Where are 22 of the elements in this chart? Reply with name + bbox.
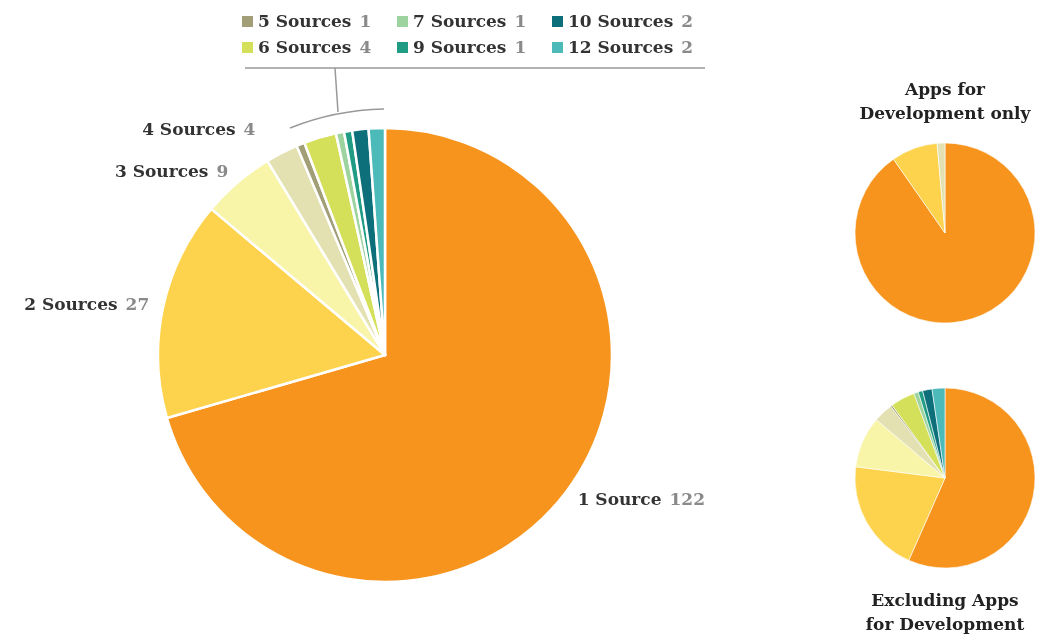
legend-label: 6 Sources bbox=[258, 37, 352, 57]
data-label: 4 bbox=[359, 37, 372, 57]
legend-label: 5 Sources bbox=[258, 11, 352, 31]
slice-label: 1 Source bbox=[577, 488, 662, 509]
slice-label: 2 Sources bbox=[24, 294, 118, 315]
slice-label: 4 Sources bbox=[142, 119, 236, 140]
data-label: 2 bbox=[681, 11, 694, 31]
data-label: 4 bbox=[243, 119, 256, 140]
legend-label: 10 Sources bbox=[568, 11, 674, 31]
data-label: 122 bbox=[669, 488, 705, 509]
data-label: 1 bbox=[514, 11, 527, 31]
data-label: 1 bbox=[359, 11, 372, 31]
data-label: 27 bbox=[125, 294, 150, 315]
legend-label: 7 Sources bbox=[413, 11, 507, 31]
legend-label: 9 Sources bbox=[413, 37, 507, 57]
data-label: 9 bbox=[216, 160, 229, 181]
data-label: 2 bbox=[681, 37, 694, 57]
data-label: 1 bbox=[514, 37, 527, 57]
chart-title: Apps for Development only bbox=[859, 79, 1032, 123]
text: Excluding Apps for Development bbox=[865, 590, 1025, 634]
slice-label: 3 Sources bbox=[114, 160, 209, 181]
legend-label: 12 Sources bbox=[568, 37, 674, 57]
